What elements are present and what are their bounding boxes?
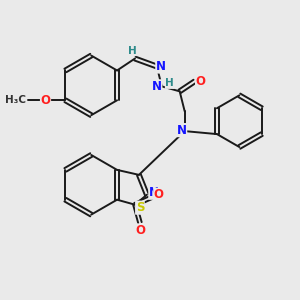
Text: N: N bbox=[177, 124, 187, 136]
Text: S: S bbox=[136, 201, 144, 214]
Text: O: O bbox=[154, 188, 164, 201]
Text: O: O bbox=[40, 94, 50, 107]
Text: H₃C: H₃C bbox=[4, 95, 26, 105]
Text: N: N bbox=[152, 80, 162, 93]
Text: H: H bbox=[128, 46, 136, 56]
Text: N: N bbox=[156, 60, 166, 73]
Text: H: H bbox=[165, 78, 174, 88]
Text: O: O bbox=[196, 75, 206, 88]
Text: N: N bbox=[149, 186, 159, 199]
Text: O: O bbox=[135, 224, 145, 237]
